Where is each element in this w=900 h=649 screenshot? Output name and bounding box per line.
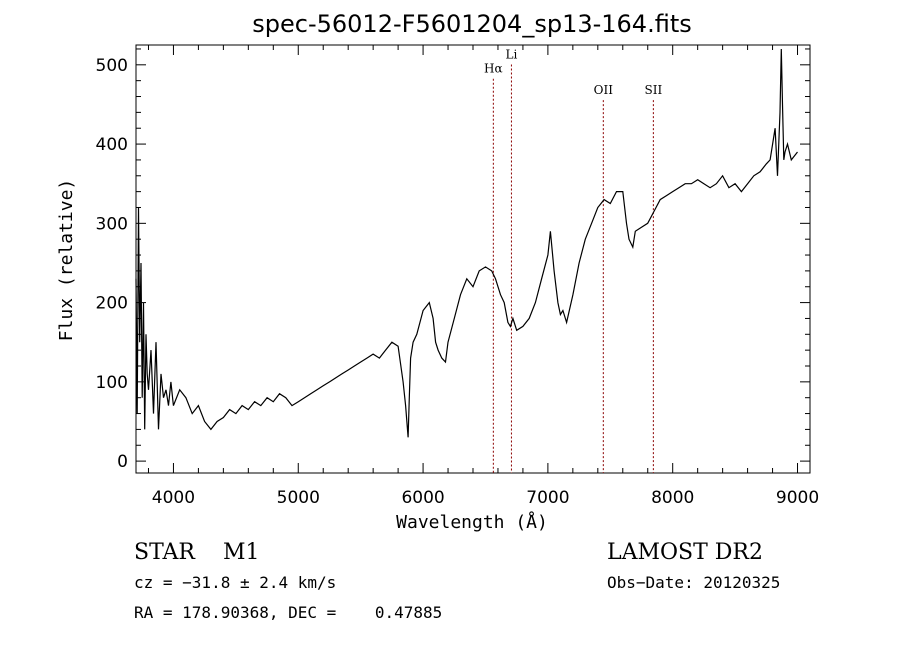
y-tick-label: 400 [96, 135, 128, 155]
x-tick-label: 7000 [526, 488, 569, 508]
x-tick-label: 8000 [651, 488, 694, 508]
x-tick-label: 9000 [776, 488, 819, 508]
coordinates-label: RA = 178.90368, DEC = 0.47885 [134, 603, 443, 622]
x-tick-label: 5000 [277, 488, 320, 508]
x-tick-label: 4000 [152, 488, 195, 508]
observation-date-label: Obs−Date: 20120325 [607, 573, 781, 592]
y-tick-label: 0 [117, 452, 128, 472]
axis-ticks: 4000 5000 6000 7000 8000 9000 0 100 200 300 400 500 [96, 45, 819, 508]
object-class-label: STAR M1 [134, 540, 260, 565]
emission-line-label: OII [594, 83, 614, 97]
x-axis-label: Wavelength (Å) [396, 511, 548, 533]
emission-line-label: SII [645, 83, 663, 97]
emission-line-label: Li [506, 47, 518, 61]
spectrum-series-line [135, 48, 798, 438]
survey-label: LAMOST DR2 [607, 540, 763, 565]
y-tick-label: 200 [96, 294, 128, 314]
chart-title: spec-56012-F5601204_sp13-164.fits [252, 10, 691, 38]
redshift-label: cz = −31.8 ± 2.4 km/s [134, 573, 337, 592]
y-axis-label: Flux (relative) [56, 179, 77, 342]
plot-frame [135, 44, 811, 474]
y-tick-label: 300 [96, 214, 128, 234]
y-tick-label: 500 [96, 56, 128, 76]
y-tick-label: 100 [96, 373, 128, 393]
emission-line-label: Hα [484, 62, 503, 76]
x-tick-label: 6000 [401, 488, 444, 508]
